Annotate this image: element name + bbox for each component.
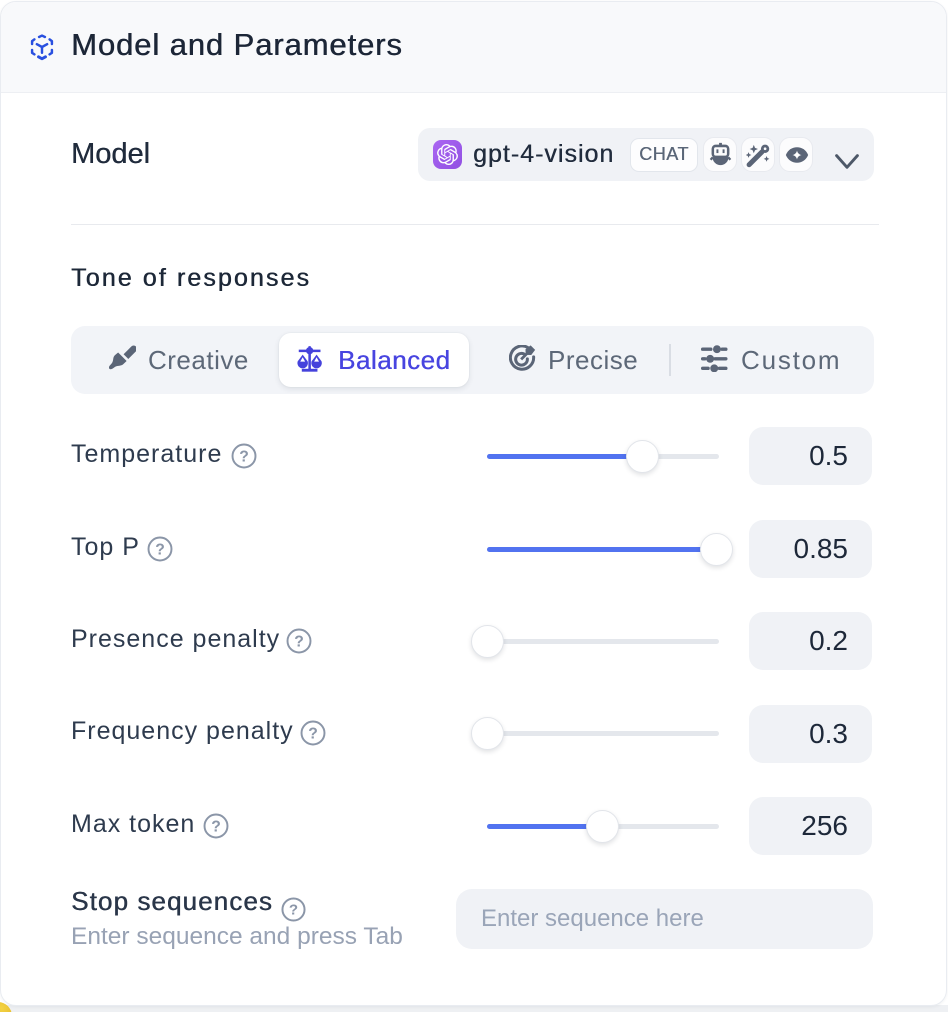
svg-text:?: ? [308,726,318,743]
svg-text:?: ? [239,449,249,466]
svg-text:?: ? [211,819,221,836]
svg-text:?: ? [289,902,298,919]
svg-text:?: ? [294,634,304,651]
svg-text:?: ? [155,542,165,559]
